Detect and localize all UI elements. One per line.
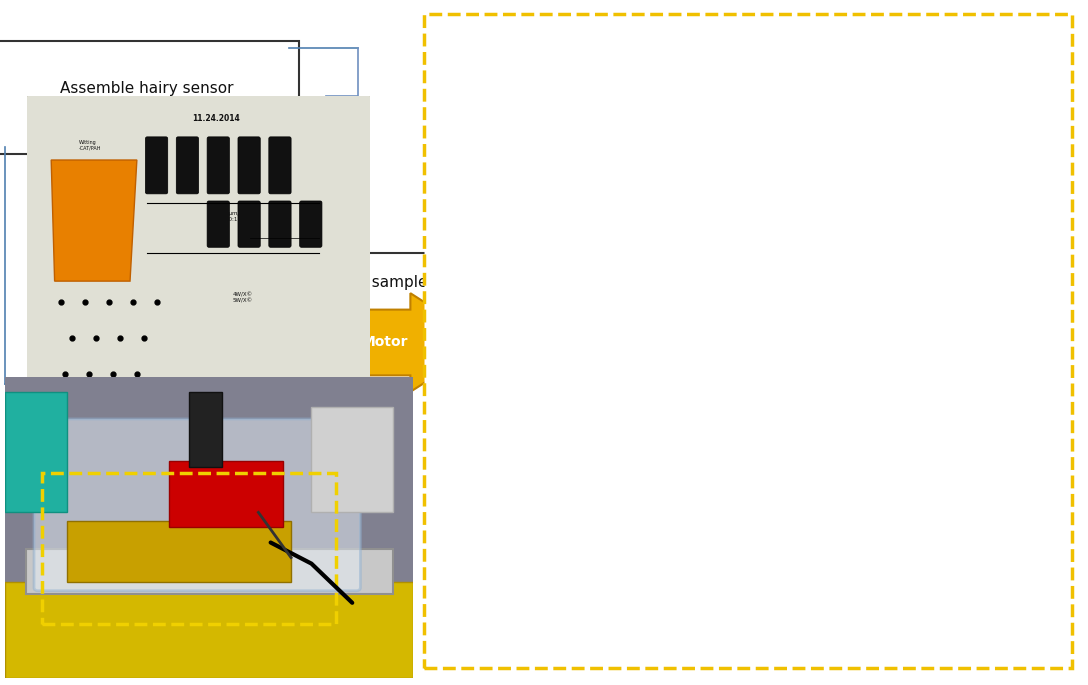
Text: 2μm/
30:1: 2μm/ 30:1 (226, 211, 240, 221)
FancyBboxPatch shape (602, 510, 650, 558)
FancyBboxPatch shape (34, 419, 360, 590)
Bar (311, 407, 393, 512)
Text: 재질 측정 sample: 재질 측정 sample (551, 172, 690, 191)
Text: 헤어
촉수: 헤어 촉수 (529, 344, 551, 382)
FancyBboxPatch shape (707, 510, 756, 558)
FancyBboxPatch shape (462, 510, 511, 558)
Text: 4W/X©
5W/X©: 4W/X© 5W/X© (233, 292, 252, 303)
Text: Texture: grating,  roughness,...: Texture: grating, roughness,... (807, 332, 1033, 347)
Text: Piezoresistive sensor: Piezoresistive sensor (807, 445, 961, 460)
FancyBboxPatch shape (146, 137, 168, 194)
FancyBboxPatch shape (24, 92, 373, 456)
FancyBboxPatch shape (347, 293, 487, 392)
FancyBboxPatch shape (516, 510, 564, 558)
Text: Direction of motion: Direction of motion (830, 58, 977, 73)
FancyBboxPatch shape (653, 445, 705, 497)
Text: Witting
-CAT/PAH: Witting -CAT/PAH (78, 140, 101, 150)
Bar (5, 582, 413, 678)
Text: Assemble hairy sensor
sample: Assemble hairy sensor sample (60, 82, 234, 114)
Polygon shape (51, 160, 137, 281)
FancyArrowPatch shape (850, 148, 957, 160)
FancyBboxPatch shape (101, 331, 321, 387)
FancyBboxPatch shape (207, 201, 230, 247)
Bar (189, 392, 222, 467)
FancyBboxPatch shape (655, 510, 703, 558)
FancyBboxPatch shape (269, 201, 292, 247)
FancyBboxPatch shape (569, 510, 617, 558)
FancyBboxPatch shape (176, 137, 199, 194)
Bar (169, 461, 283, 527)
Text: Loading sample: Loading sample (150, 351, 272, 366)
Text: Motor: Motor (361, 336, 408, 349)
FancyBboxPatch shape (238, 201, 260, 247)
Bar (26, 549, 393, 594)
Bar (42, 473, 336, 624)
FancyBboxPatch shape (515, 445, 566, 497)
Bar (5, 392, 66, 512)
Text: Modular sample: Modular sample (305, 275, 428, 290)
FancyBboxPatch shape (238, 137, 260, 194)
FancyBboxPatch shape (269, 137, 292, 194)
FancyBboxPatch shape (257, 253, 475, 312)
FancyBboxPatch shape (207, 137, 230, 194)
FancyBboxPatch shape (299, 201, 322, 247)
Text: Motor: Motor (881, 148, 926, 160)
FancyBboxPatch shape (0, 41, 299, 154)
Bar (66, 521, 292, 582)
Text: 11.24.2014: 11.24.2014 (191, 114, 239, 123)
FancyBboxPatch shape (438, 147, 802, 216)
Text: Contact electrodes: Contact electrodes (765, 540, 903, 556)
